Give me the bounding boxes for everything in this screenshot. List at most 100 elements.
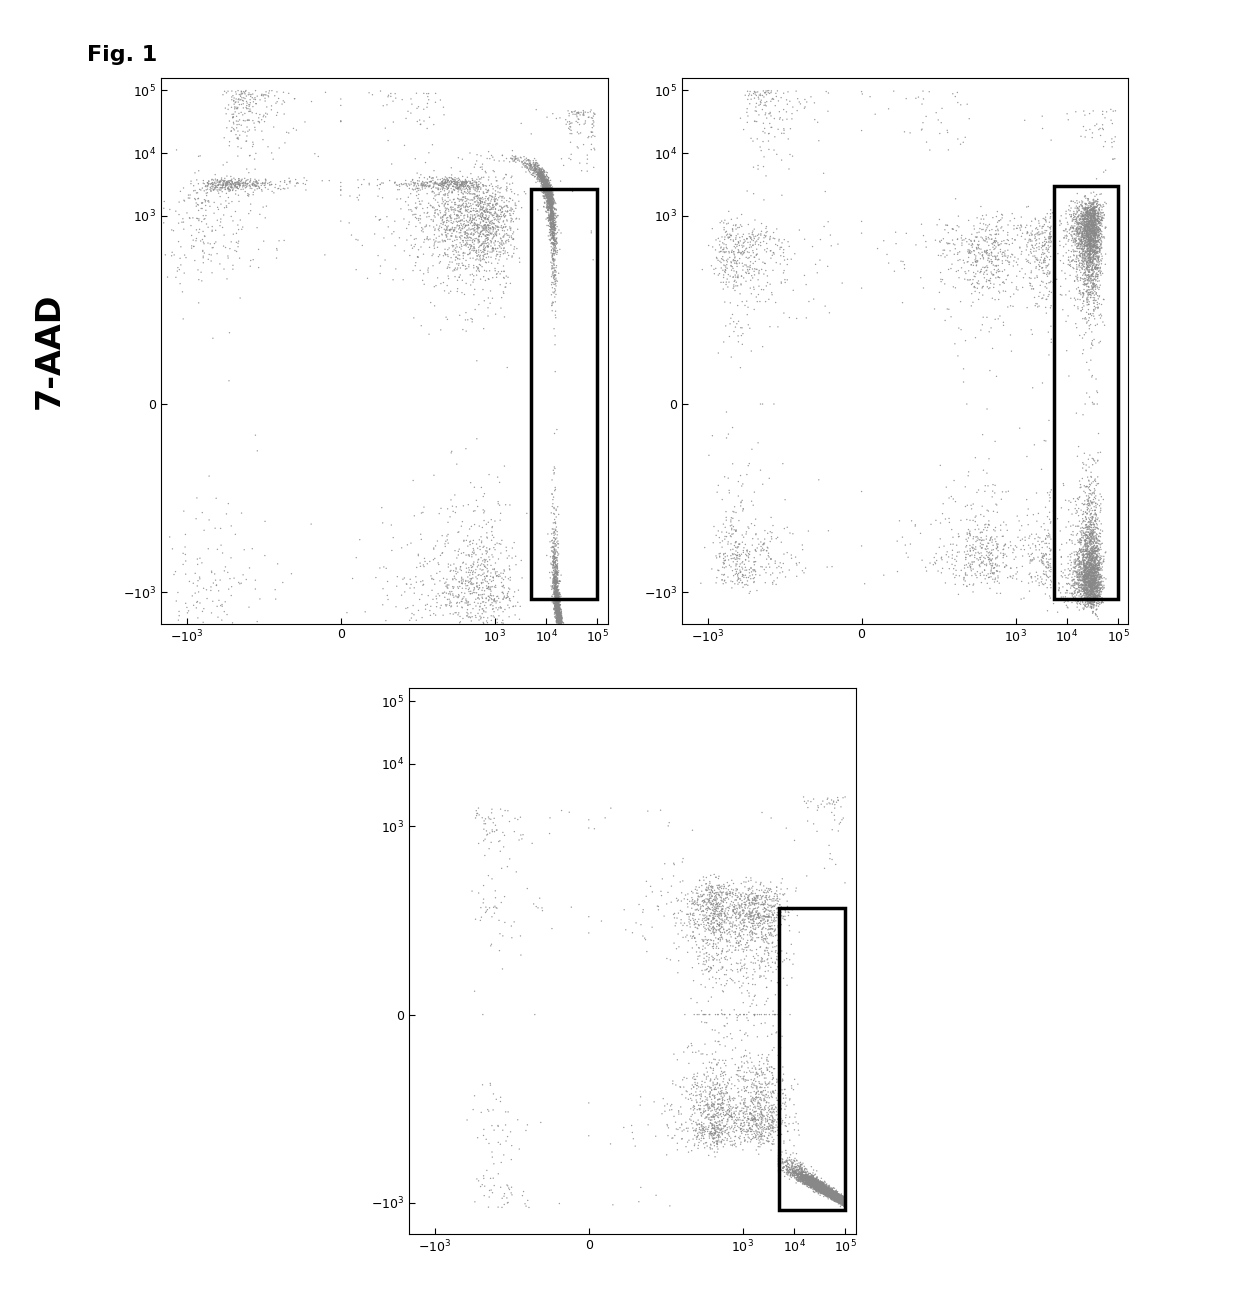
Point [820, 1182, 839, 1203]
Point [732, 475, 751, 496]
Point [489, 831, 508, 852]
Point [548, 595, 568, 616]
Point [689, 916, 709, 937]
Point [764, 889, 784, 909]
Point [832, 1192, 852, 1213]
Point [830, 1189, 849, 1209]
Point [831, 1190, 851, 1211]
Point [1074, 555, 1094, 575]
Point [817, 1181, 837, 1202]
Point [497, 248, 517, 269]
Point [791, 1167, 811, 1187]
Point [461, 183, 481, 204]
Point [1086, 231, 1106, 252]
Point [740, 925, 760, 946]
Point [453, 598, 472, 618]
Point [1069, 579, 1089, 600]
Point [810, 1176, 830, 1196]
Point [469, 565, 489, 586]
Point [1081, 229, 1101, 249]
Point [930, 513, 950, 534]
Point [486, 239, 506, 260]
Point [1076, 247, 1096, 268]
Point [743, 565, 763, 586]
Point [714, 255, 734, 275]
Point [822, 1182, 842, 1203]
Point [1060, 217, 1080, 238]
Point [546, 577, 565, 598]
Point [464, 213, 484, 234]
Point [1081, 242, 1101, 262]
Point [456, 194, 476, 214]
Point [471, 553, 491, 574]
Point [479, 577, 498, 598]
Point [818, 1182, 838, 1203]
Point [485, 534, 505, 555]
Point [539, 194, 559, 214]
Point [1081, 526, 1101, 547]
Point [808, 1179, 828, 1200]
Point [1075, 530, 1095, 551]
Point [813, 1178, 833, 1199]
Point [816, 1179, 836, 1200]
Point [486, 814, 506, 835]
Point [496, 587, 516, 608]
Point [248, 173, 268, 194]
Point [1079, 255, 1099, 275]
Point [967, 238, 987, 259]
Point [807, 1174, 827, 1195]
Point [1086, 570, 1106, 591]
Point [546, 499, 565, 520]
Point [830, 1187, 849, 1208]
Point [729, 217, 749, 238]
Point [815, 1177, 835, 1198]
Point [808, 1177, 828, 1198]
Point [832, 1190, 852, 1211]
Point [730, 1060, 750, 1081]
Point [1079, 207, 1099, 227]
Point [1079, 487, 1099, 508]
Point [764, 900, 784, 921]
Point [1073, 223, 1092, 244]
Point [397, 218, 417, 239]
Point [496, 233, 516, 253]
Point [820, 1182, 839, 1203]
Point [782, 1159, 802, 1179]
Point [417, 177, 436, 197]
Point [756, 885, 776, 905]
Point [823, 1186, 843, 1207]
Point [827, 1187, 847, 1208]
Point [831, 1187, 851, 1208]
Point [718, 924, 738, 944]
Point [1085, 226, 1105, 247]
Point [486, 177, 506, 197]
Point [1080, 565, 1100, 586]
Point [1085, 586, 1105, 607]
Point [743, 921, 763, 942]
Point [807, 1173, 827, 1194]
Point [816, 1174, 836, 1195]
Point [1070, 242, 1090, 262]
Point [162, 242, 182, 262]
Point [1081, 570, 1101, 591]
Point [949, 268, 968, 288]
Point [818, 1182, 838, 1203]
Point [1084, 212, 1104, 233]
Point [1009, 217, 1029, 238]
Point [753, 927, 773, 948]
Point [932, 243, 952, 264]
Point [1083, 192, 1102, 213]
Point [475, 192, 495, 213]
Point [544, 548, 564, 569]
Point [1084, 196, 1104, 217]
Point [754, 905, 774, 926]
Point [807, 1173, 827, 1194]
Point [763, 1102, 782, 1122]
Point [884, 81, 904, 101]
Point [945, 278, 965, 299]
Point [696, 977, 715, 998]
Point [1068, 236, 1087, 257]
Point [1089, 212, 1109, 233]
Point [683, 1111, 703, 1131]
Point [807, 821, 827, 842]
